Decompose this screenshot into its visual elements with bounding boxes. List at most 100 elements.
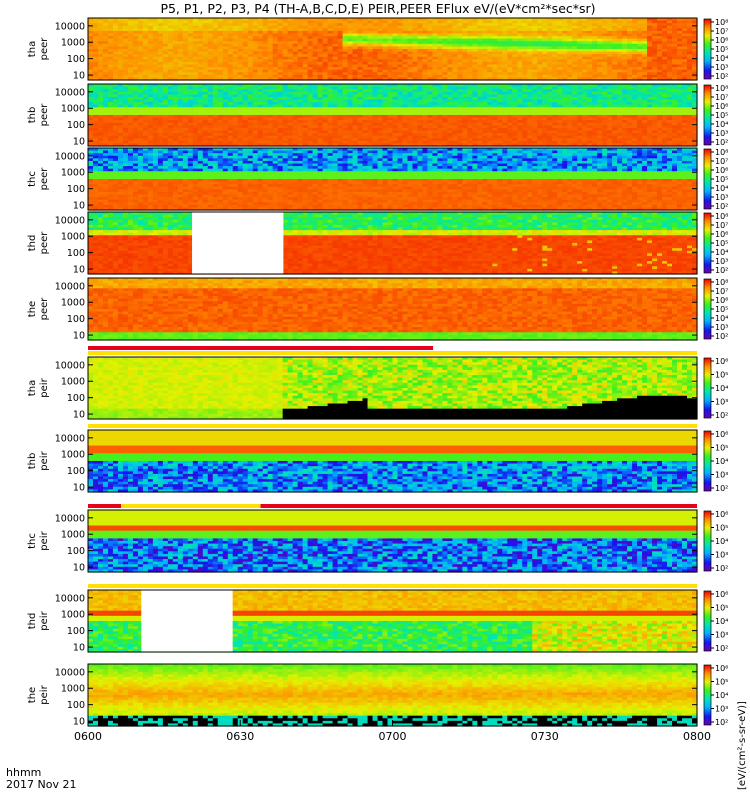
y-tick-label: 10 [73,563,85,574]
y-tick-label: 10000 [55,513,85,524]
y-tick-label: 1000 [61,530,85,541]
colorbar-tick-label: 10² [715,138,728,147]
data-gap [141,590,232,652]
colorbar-tick-label: 10⁸ [715,148,728,157]
y-tick-label: 10 [73,410,85,421]
y-tick-label: 10000 [55,593,85,604]
colorbar-tick-label: 10⁴ [715,691,728,700]
colorbar [704,665,711,725]
colorbar [704,149,711,209]
status-bar-segment [88,346,433,350]
y-tick-label: 100 [67,700,85,711]
colorbar-tick-label: 10⁷ [715,157,728,166]
y-tick-label: 1000 [61,450,85,461]
colorbar-tick-label: 10³ [715,323,728,332]
status-bar-segment [121,504,261,508]
colorbar-tick-label: 10³ [715,398,728,407]
colorbar-tick-label: 10⁴ [715,314,728,323]
colorbar-tick-label: 10⁶ [715,36,728,45]
colorbar-tick-label: 10⁵ [715,175,728,184]
colorbar-tick-label: 10⁵ [715,111,728,120]
x-tick-label: 0600 [74,730,102,743]
y-tick-label: 10000 [55,281,85,292]
colorbar [704,213,711,273]
y-tick-label: 100 [67,626,85,637]
panel-species-label: peir [39,684,50,704]
colorbar-tick-label: 10⁷ [715,287,728,296]
y-tick-label: 100 [67,466,85,477]
colorbar-tick-label: 10³ [715,257,728,266]
y-tick-label: 100 [67,120,85,131]
colorbar-tick-label: 10² [715,564,728,573]
y-tick-label: 100 [67,393,85,404]
y-tick-label: 100 [67,248,85,259]
colorbar-tick-label: 10² [715,72,728,81]
colorbar-tick-label: 10² [715,644,728,653]
colorbar-tick-label: 10⁷ [715,27,728,36]
panel-species-label: peir [39,377,50,397]
colorbar-unit-label: [eV/(cm²-s-sr-eV)] [737,701,748,790]
colorbar-tick-label: 10³ [715,705,728,714]
y-tick-label: 1000 [61,38,85,49]
colorbar-tick-label: 10⁴ [715,120,728,129]
x-tick-label: 0700 [379,730,407,743]
colorbar-tick-label: 10⁵ [715,305,728,314]
panel-species-label: peer [39,231,50,255]
panel-probe-label: thb [27,453,38,470]
colorbar [704,511,711,571]
colorbar-tick-label: 10³ [715,471,728,480]
y-tick-label: 10000 [55,215,85,226]
y-tick-label: 1000 [61,684,85,695]
y-tick-label: 1000 [61,610,85,621]
status-bar-segment [88,424,697,428]
colorbar [704,358,711,418]
panel-probe-label: thc [27,171,38,187]
x-tick-label: 0730 [531,730,559,743]
y-tick-label: 10 [73,643,85,654]
colorbar-tick-label: 10⁶ [715,357,728,366]
colorbar [704,431,711,491]
colorbar-tick-label: 10⁶ [715,166,728,175]
y-tick-label: 10 [73,265,85,276]
y-tick-label: 10000 [55,667,85,678]
colorbar-tick-label: 10⁴ [715,537,728,546]
y-tick-label: 1000 [61,377,85,388]
y-tick-label: 100 [67,546,85,557]
panel-probe-label: thd [27,235,38,252]
colorbar-tick-label: 10⁴ [715,384,728,393]
colorbar-tick-label: 10⁸ [715,18,728,27]
y-tick-label: 10 [73,201,85,212]
panel-species-label: peer [39,103,50,127]
y-tick-label: 10000 [55,151,85,162]
colorbar-tick-label: 10² [715,411,728,420]
panel-species-label: peir [39,610,50,630]
colorbar-tick-label: 10⁶ [715,296,728,305]
status-bar-segment [88,584,697,588]
colorbar-tick-label: 10² [715,484,728,493]
colorbar-tick-label: 10⁶ [715,430,728,439]
colorbar-tick-label: 10⁶ [715,510,728,519]
panel-probe-label: thc [27,533,38,549]
panel-species-label: peer [39,297,50,321]
status-bar-segment [88,351,697,355]
y-tick-label: 10000 [55,87,85,98]
colorbar-tick-label: 10² [715,332,728,341]
x-tick-label: 0800 [683,730,711,743]
x-tick-label: 0630 [226,730,254,743]
y-tick-label: 1000 [61,298,85,309]
colorbar-tick-label: 10⁴ [715,54,728,63]
colorbar-tick-label: 10⁴ [715,617,728,626]
y-tick-label: 10000 [55,433,85,444]
y-tick-label: 10 [73,331,85,342]
panel-probe-label: tha [27,380,38,396]
colorbar-tick-label: 10⁵ [715,604,728,613]
colorbar-tick-label: 10⁶ [715,590,728,599]
